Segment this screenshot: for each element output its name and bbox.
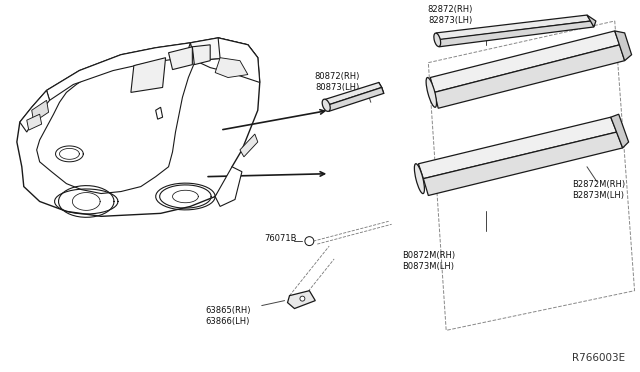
Polygon shape xyxy=(47,43,190,100)
Text: 82872(RH)
82873(LH): 82872(RH) 82873(LH) xyxy=(428,5,473,25)
Text: R766003E: R766003E xyxy=(572,353,625,363)
Polygon shape xyxy=(131,58,166,92)
Ellipse shape xyxy=(426,77,436,107)
Text: B0872M(RH)
B0873M(LH): B0872M(RH) B0873M(LH) xyxy=(402,251,455,271)
Polygon shape xyxy=(36,43,195,193)
Polygon shape xyxy=(215,58,248,77)
Text: B2872M(RH)
B2873M(LH): B2872M(RH) B2873M(LH) xyxy=(572,180,625,200)
Polygon shape xyxy=(436,15,591,40)
Polygon shape xyxy=(193,45,210,65)
Polygon shape xyxy=(190,38,258,65)
Polygon shape xyxy=(419,117,617,179)
Polygon shape xyxy=(587,15,596,27)
Ellipse shape xyxy=(300,296,305,301)
Polygon shape xyxy=(156,107,163,119)
Polygon shape xyxy=(27,114,42,130)
Text: 63865(RH)
63866(LH): 63865(RH) 63866(LH) xyxy=(205,305,251,326)
Polygon shape xyxy=(611,114,628,148)
Polygon shape xyxy=(215,167,242,206)
Polygon shape xyxy=(287,291,316,308)
Ellipse shape xyxy=(434,33,441,46)
Polygon shape xyxy=(436,21,594,47)
Polygon shape xyxy=(327,87,384,111)
Text: 80872(RH)
80873(LH): 80872(RH) 80873(LH) xyxy=(314,72,360,92)
Polygon shape xyxy=(168,47,193,70)
Polygon shape xyxy=(435,45,625,108)
Polygon shape xyxy=(32,100,49,122)
Ellipse shape xyxy=(414,164,424,193)
Polygon shape xyxy=(325,83,381,105)
Polygon shape xyxy=(430,31,620,92)
Ellipse shape xyxy=(305,237,314,246)
Polygon shape xyxy=(20,90,49,132)
Polygon shape xyxy=(240,134,258,157)
Ellipse shape xyxy=(322,99,330,111)
Text: 76071B: 76071B xyxy=(265,234,297,243)
Polygon shape xyxy=(615,31,632,61)
Polygon shape xyxy=(17,38,260,217)
Polygon shape xyxy=(195,38,260,83)
Polygon shape xyxy=(424,132,623,196)
